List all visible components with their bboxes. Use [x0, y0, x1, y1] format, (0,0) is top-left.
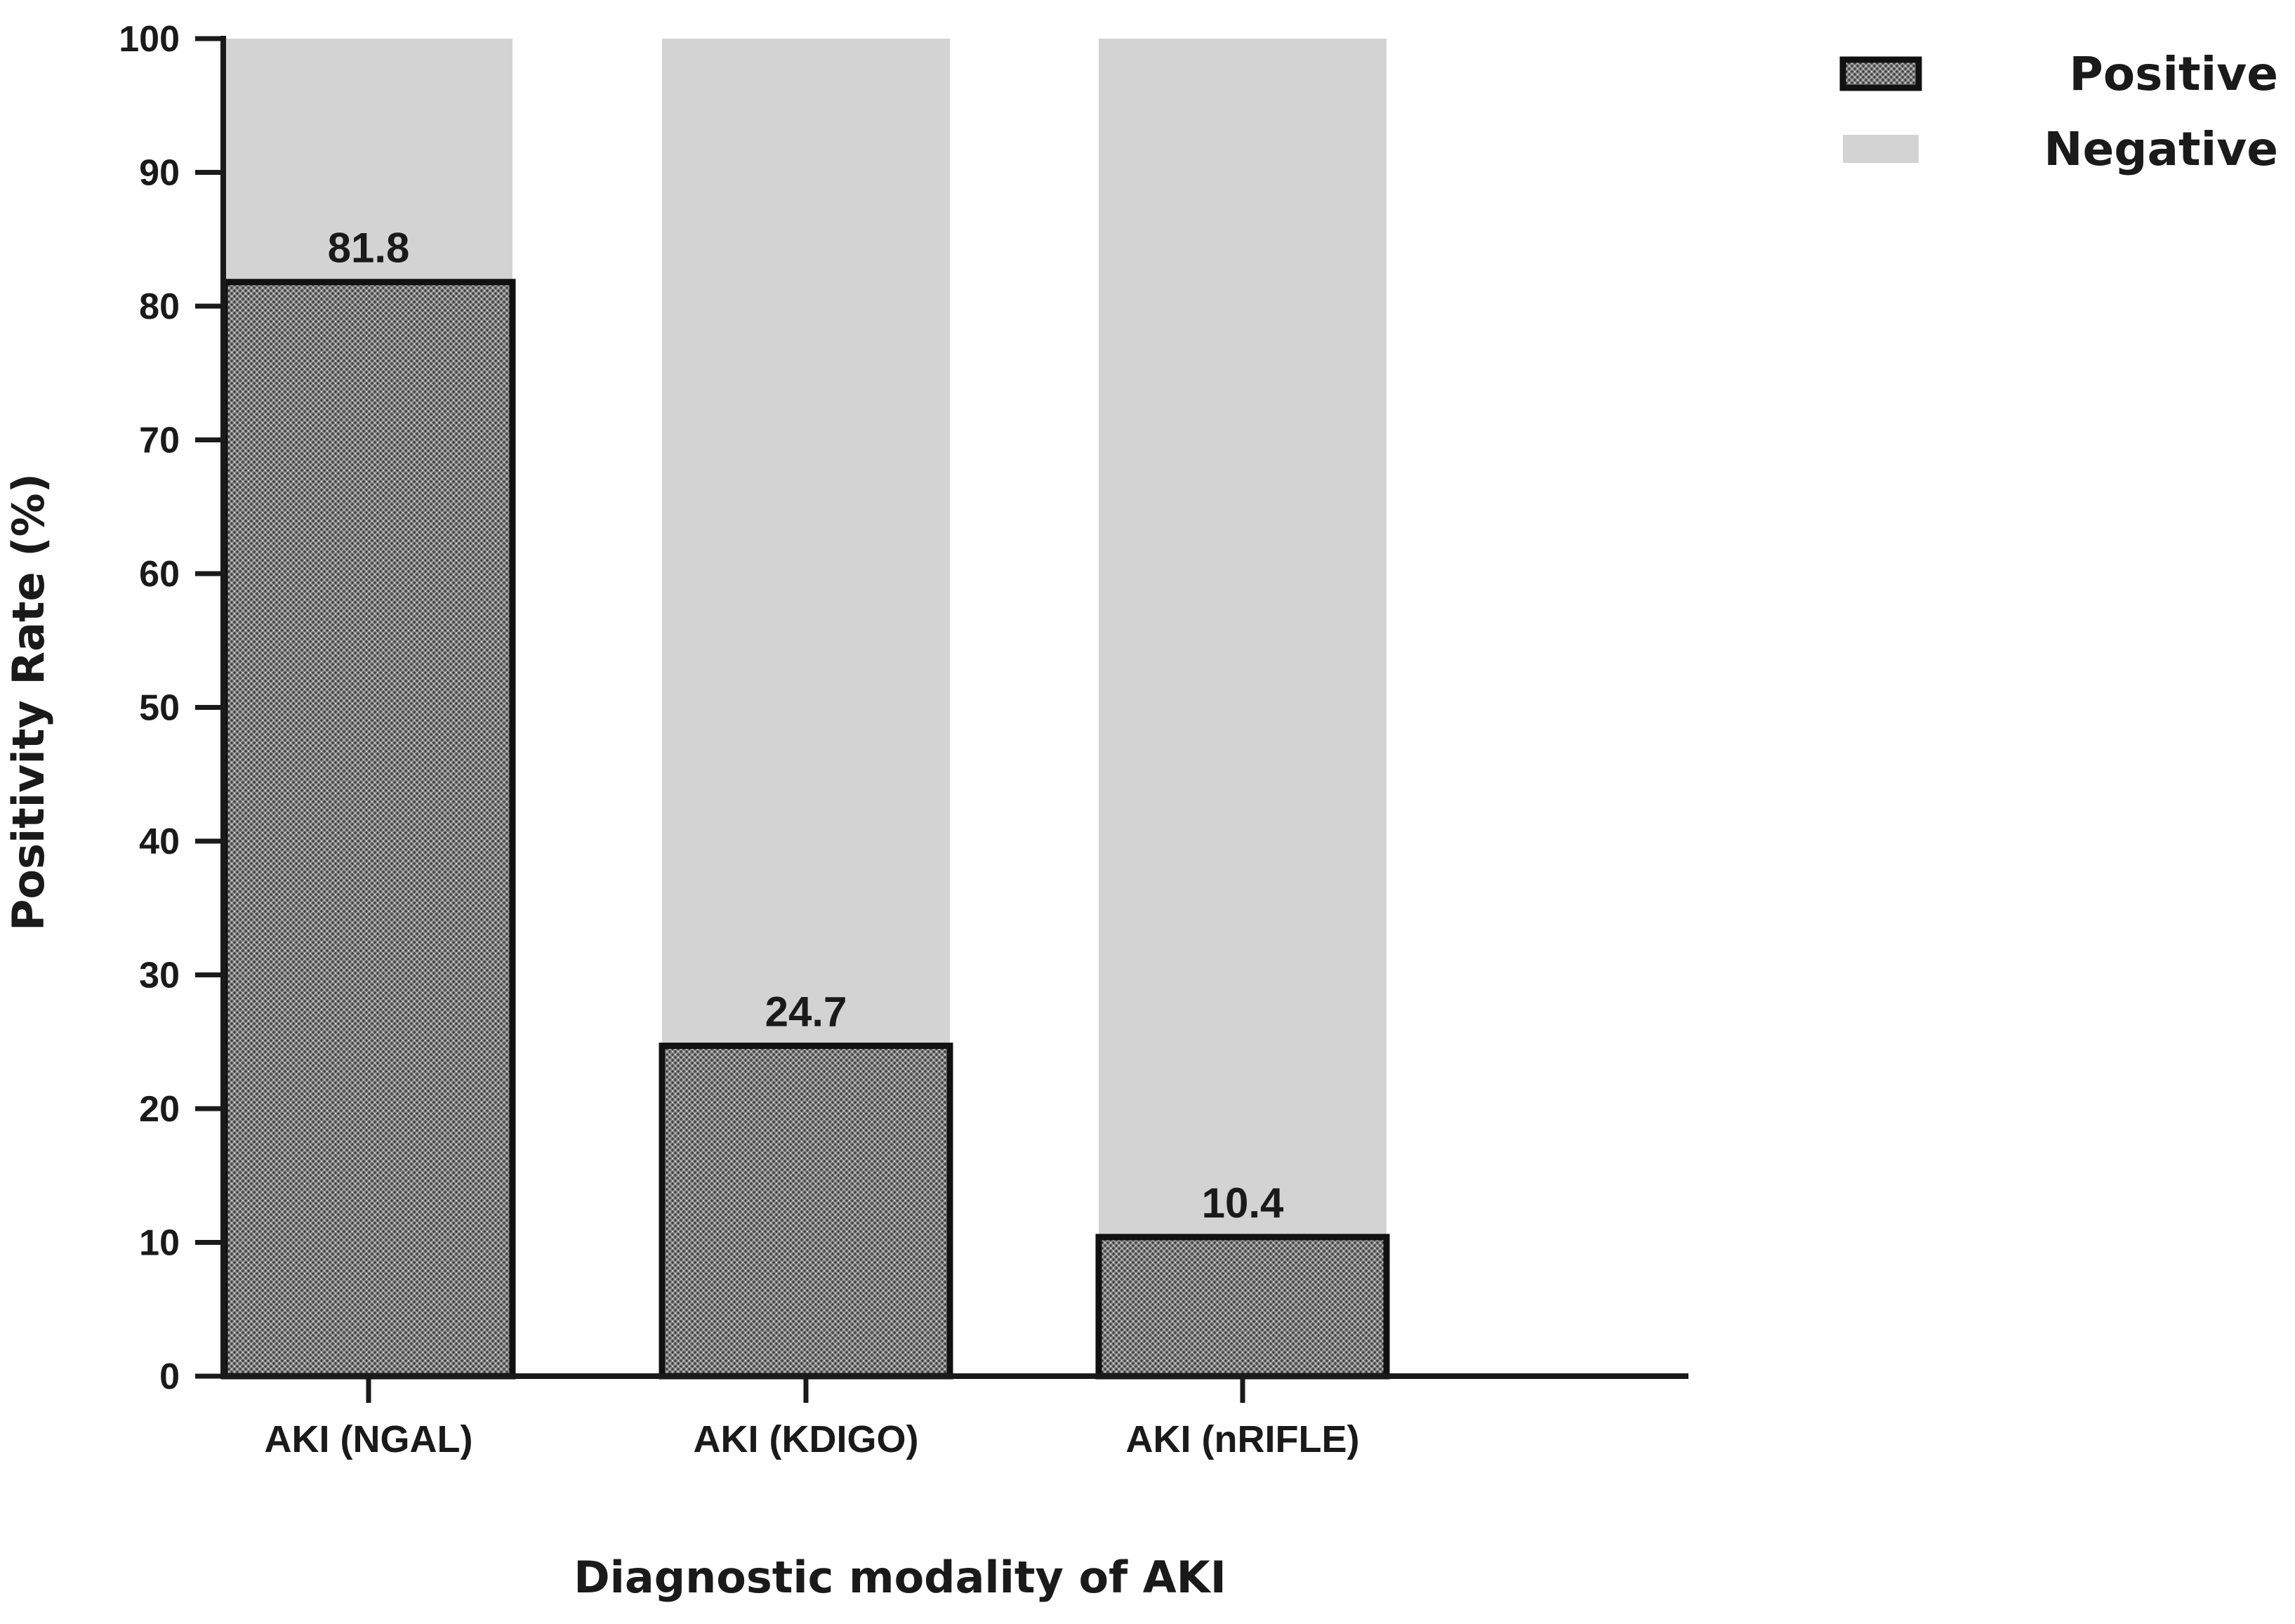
y-tick-label: 20 [139, 1089, 180, 1130]
bar-positive [659, 1042, 953, 1380]
legend-label: Negative [2044, 122, 2278, 176]
legend-swatch [1843, 135, 1919, 163]
y-tick-label: 100 [119, 19, 180, 60]
y-tick-label: 60 [139, 554, 180, 595]
data-label: 81.8 [328, 225, 410, 272]
y-axis-title: Positivity Rate (%) [3, 473, 54, 931]
bar-positive [1095, 1234, 1390, 1380]
data-label: 10.4 [1202, 1180, 1284, 1227]
y-tick-label: 80 [139, 286, 180, 327]
legend-label: Positive [2069, 47, 2278, 101]
data-labels-group: 81.8 24.7 10.4 [328, 225, 1284, 1227]
y-tick-label: 0 [159, 1356, 180, 1397]
x-tick-label: AKI (KDIGO) [694, 1418, 919, 1460]
y-tick-label: 90 [139, 153, 180, 194]
y-tick-label: 10 [139, 1223, 180, 1264]
y-tick-label: 70 [139, 421, 180, 461]
y-axis-ticks: 0 10 20 30 40 50 60 70 80 90 100 [119, 19, 223, 1397]
y-tick-label: 50 [139, 688, 180, 729]
bar-negative [662, 39, 950, 1046]
bars-group [221, 39, 1390, 1380]
x-tick-label: AKI (nRIFLE) [1126, 1418, 1360, 1460]
bar-negative [1099, 39, 1387, 1237]
y-tick-label: 30 [139, 956, 180, 996]
bar-positive [221, 279, 516, 1380]
legend: Positive Negative [1839, 47, 2278, 176]
y-tick-label: 40 [139, 821, 180, 862]
x-tick-label: AKI (NGAL) [265, 1418, 473, 1460]
x-axis-ticks: AKI (NGAL) AKI (KDIGO) AKI (nRIFLE) [265, 1376, 1360, 1460]
bar-negative [225, 39, 512, 282]
x-axis-title: Diagnostic modality of AKI [574, 1552, 1226, 1603]
legend-swatch [1839, 56, 1922, 91]
data-label: 24.7 [765, 988, 847, 1035]
